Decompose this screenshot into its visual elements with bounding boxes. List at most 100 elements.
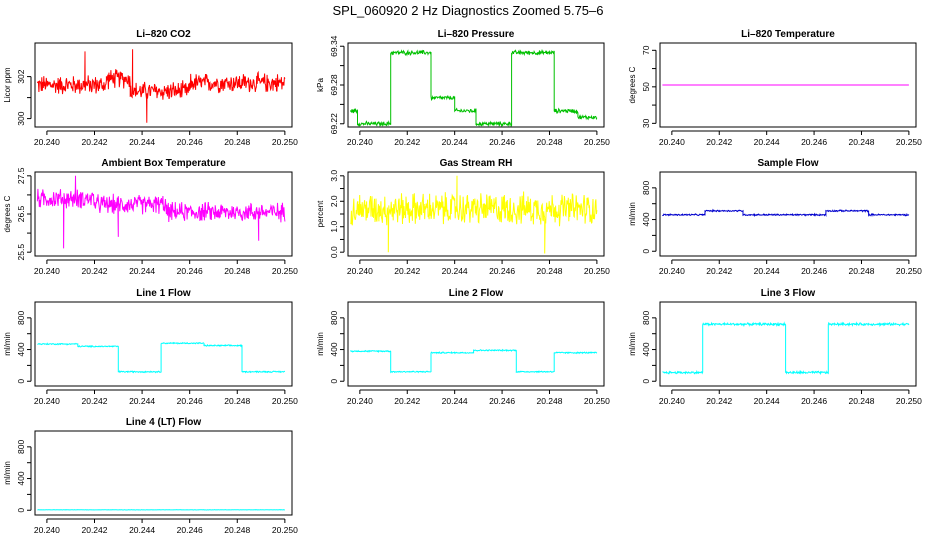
plot-frame [347,42,605,128]
x-tick-label: 20.248 [848,137,874,147]
x-tick-label: 20.240 [34,396,60,406]
y-axis-label: ml/min [316,332,325,356]
x-tick-label: 20.248 [848,396,874,406]
panel-sample-flow: Sample Flow ml/min 20.240 20.242 20.244 20.24… [628,158,922,276]
x-tick-label: 20.244 [129,525,155,535]
panel-title: Line 1 Flow [136,288,191,299]
x-tick-label: 20.240 [659,137,685,147]
y-tick-label: 300 [16,111,26,125]
x-tick-label: 20.240 [659,396,685,406]
x-tick-label: 20.246 [801,396,827,406]
panel-title: Line 4 (LT) Flow [126,417,202,428]
y-tick-label: 800 [329,310,339,324]
x-tick-label: 20.246 [177,396,203,406]
x-tick-label: 20.248 [536,266,562,276]
y-tick-label: 800 [641,310,651,324]
x-tick-label: 20.242 [706,266,732,276]
plot-frame [34,42,293,128]
x-tick-label: 20.248 [224,525,250,535]
x-tick-label: 20.240 [34,266,60,276]
panel-rh: Gas Stream RH percent 20.240 20.242 20.244 20… [316,158,610,276]
panel-title: Ambient Box Temperature [101,158,226,169]
panel-line3: Line 3 Flow ml/min 20.240 20.242 20.244 20.24… [628,288,922,406]
x-tick-label: 20.240 [34,137,60,147]
x-tick-label: 20.240 [347,396,373,406]
panel-title: Sample Flow [757,158,818,169]
panel-co2: Li–820 CO2 Licor ppm 20.240 20.242 20.244 20.… [3,29,298,147]
panel-title: Gas Stream RH [440,158,513,169]
x-tick-label: 20.250 [896,396,922,406]
y-tick-label: 3.0 [329,170,339,182]
x-tick-label: 20.250 [896,137,922,147]
x-tick-label: 20.242 [394,137,420,147]
panel-line4: Line 4 (LT) Flow ml/min 20.240 20.242 20.244… [3,417,298,535]
y-tick-label: 800 [16,439,26,453]
x-tick-label: 20.244 [129,137,155,147]
series-line-box-temperature [36,175,286,249]
x-tick-label: 20.240 [659,266,685,276]
panel-title: Line 2 Flow [449,288,504,299]
x-tick-label: 20.246 [177,525,203,535]
y-axis-label: ml/min [628,202,637,226]
y-tick-label: 400 [16,471,26,485]
x-tick-label: 20.242 [81,266,107,276]
y-tick-label: 0.0 [329,246,339,258]
x-tick-label: 20.244 [754,266,780,276]
panel-line1: Line 1 Flow ml/min 20.240 20.242 20.244 20.24… [3,288,298,406]
y-tick-label: 2.0 [329,195,339,207]
x-tick-label: 20.240 [347,266,373,276]
series-line-line-1 [37,341,286,374]
x-tick-label: 20.240 [34,525,60,535]
y-axis-label: ml/min [628,332,637,356]
y-tick-label: 302 [16,69,26,83]
y-tick-label: 26.5 [16,205,26,222]
x-tick-label: 20.246 [801,266,827,276]
figure-title: SPL_060920 2 Hz Diagnostics Zoomed 5.75–… [332,3,604,18]
y-tick-label: 0 [329,379,339,384]
x-tick-label: 20.244 [754,137,780,147]
y-tick-label: 50 [641,82,651,92]
x-tick-label: 20.250 [272,396,298,406]
series-line-co2 [36,49,286,123]
y-tick-label: 0 [641,249,651,254]
y-axis-label: ml/min [3,332,12,356]
x-tick-label: 20.244 [442,396,468,406]
plot-frame [659,171,917,257]
y-axis-label: kPa [316,78,325,92]
y-axis-label: degrees C [628,66,637,103]
x-tick-label: 20.246 [801,137,827,147]
x-tick-label: 20.242 [81,137,107,147]
x-tick-label: 20.244 [442,137,468,147]
y-axis-label: Licor ppm [3,67,12,102]
x-tick-label: 20.240 [347,137,373,147]
panel-pressure: Li–820 Pressure kPa 20.240 20.242 20.244 20.2… [316,29,610,147]
x-tick-label: 20.248 [224,137,250,147]
x-tick-label: 20.244 [129,396,155,406]
x-tick-label: 20.248 [848,266,874,276]
x-tick-label: 20.250 [896,266,922,276]
plot-frame [347,301,605,387]
y-axis-label: percent [316,200,325,227]
x-tick-label: 20.242 [81,396,107,406]
series-line-rh [350,175,598,254]
y-tick-label: 69.28 [329,74,339,96]
plot-frame [347,171,605,257]
series-line-pressure [349,48,598,127]
x-tick-label: 20.250 [584,266,610,276]
y-tick-label: 400 [641,212,651,226]
x-tick-label: 20.250 [272,137,298,147]
x-tick-label: 20.250 [584,137,610,147]
y-axis-label: degrees C [3,195,12,232]
plot-frame [34,171,293,257]
x-tick-label: 20.246 [177,137,203,147]
x-tick-label: 20.242 [81,525,107,535]
y-tick-label: 27.5 [16,167,26,184]
x-tick-label: 20.246 [489,396,515,406]
x-tick-label: 20.242 [706,137,732,147]
y-tick-label: 400 [641,342,651,356]
panel-licor-temp: Li–820 Temperature degrees C 20.240 20.242 2… [628,29,922,147]
series-line-sample-flow [662,208,910,218]
x-tick-label: 20.242 [394,266,420,276]
y-tick-label: 69.22 [329,113,339,135]
